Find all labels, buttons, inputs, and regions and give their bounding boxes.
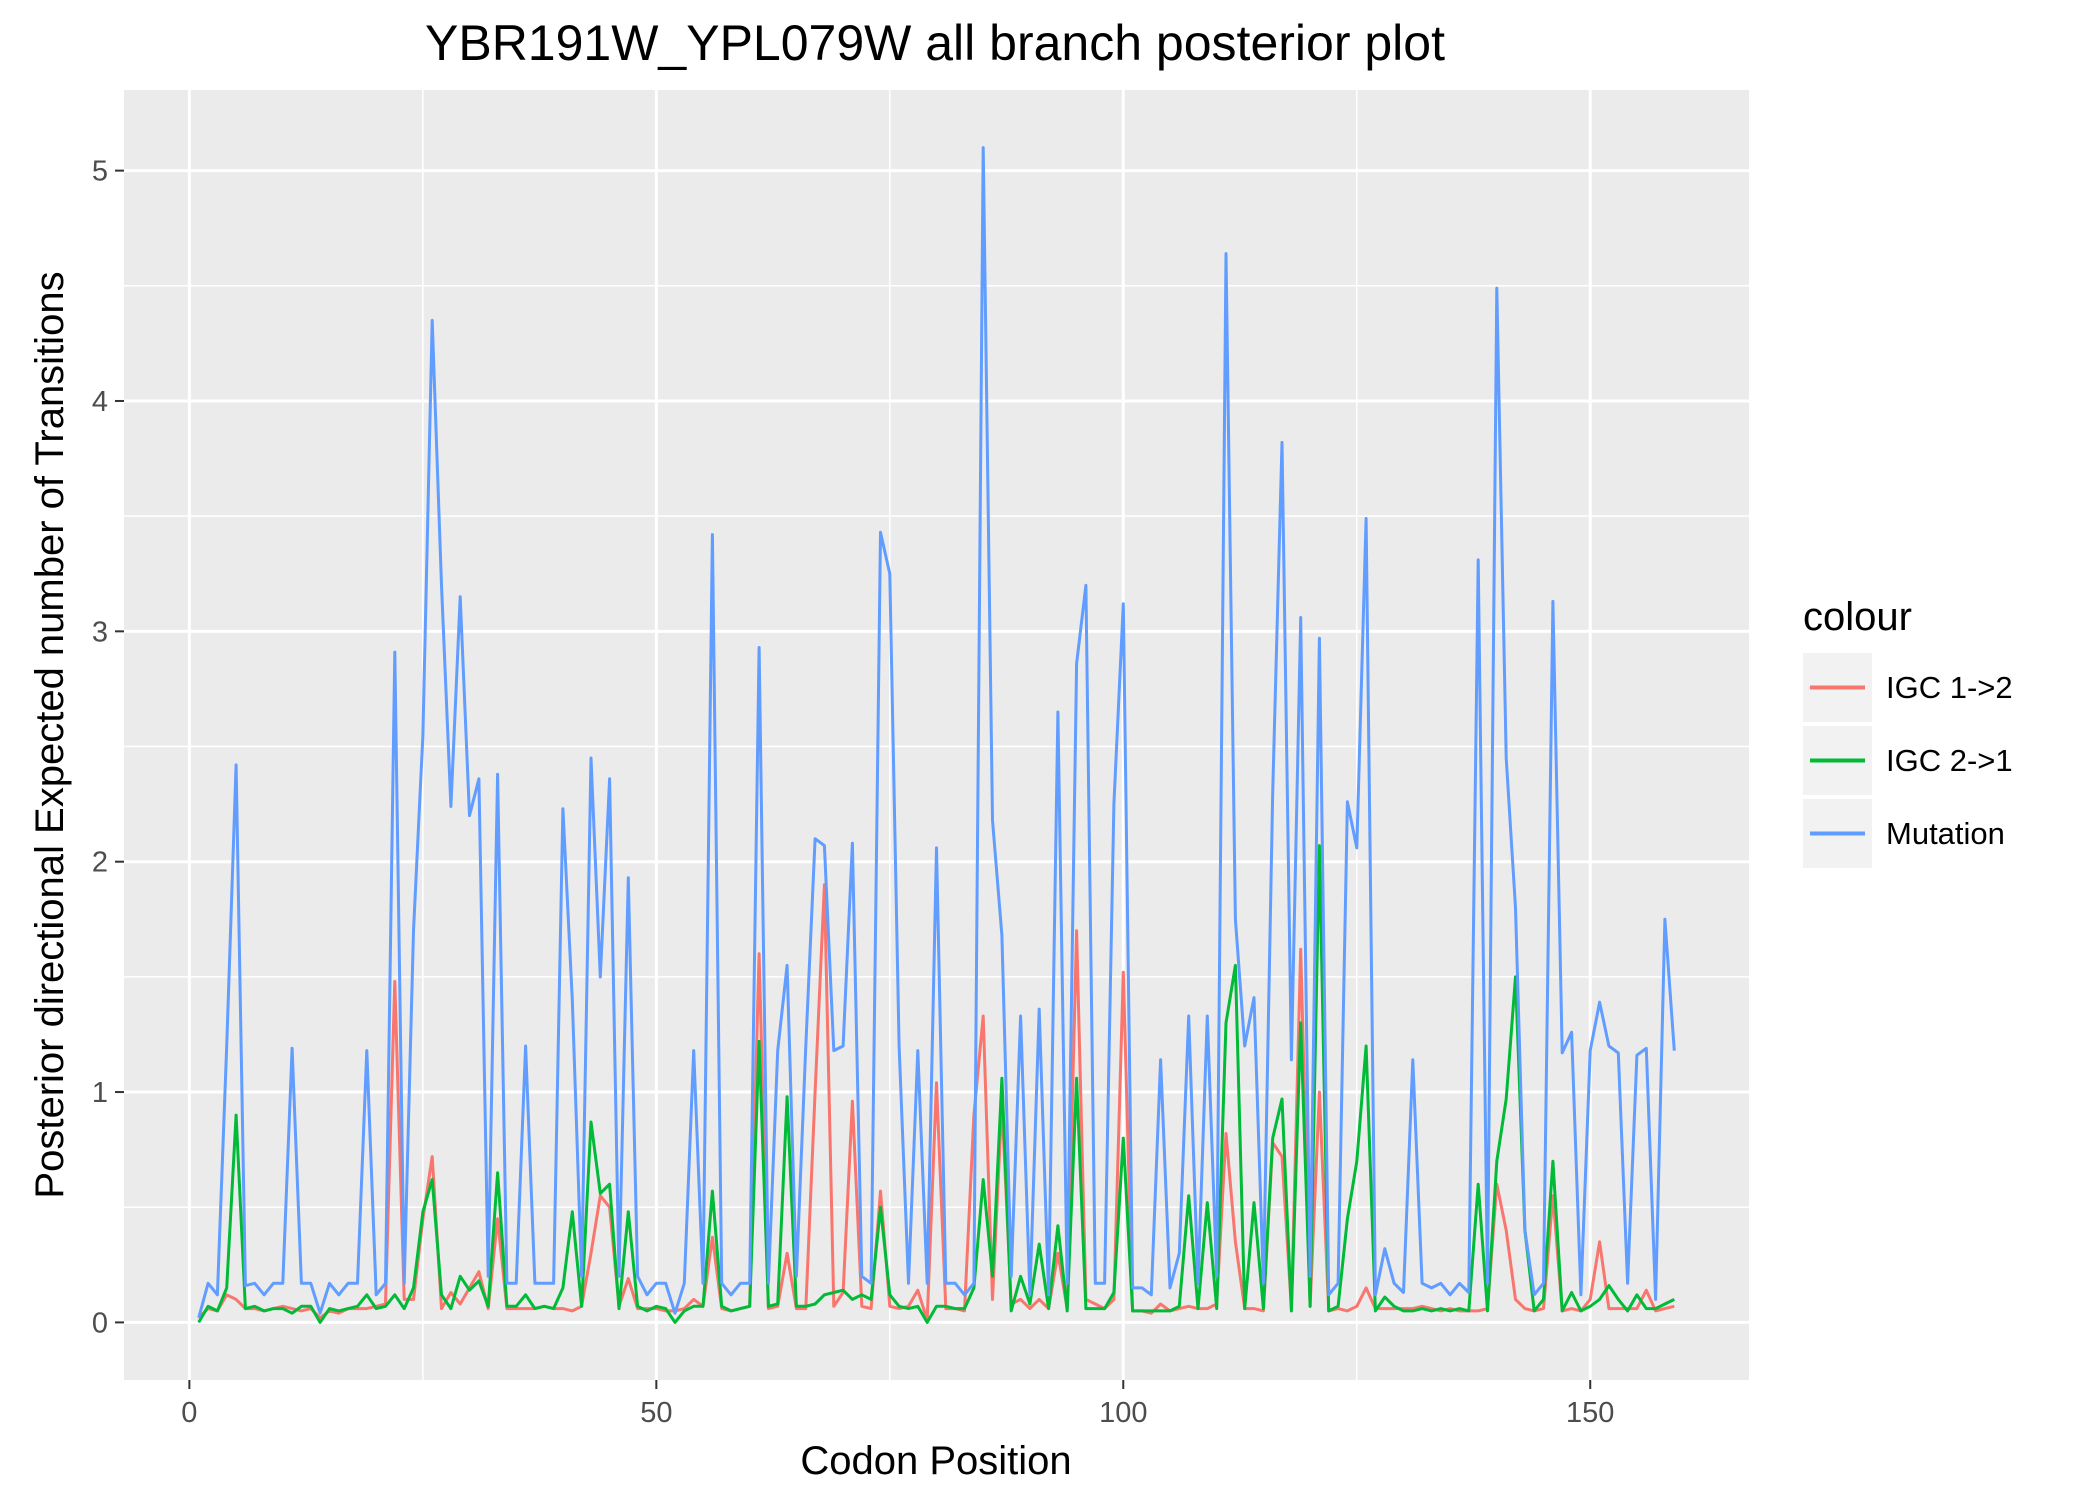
series-line-igc-2-1 <box>197 844 1675 1324</box>
y-axis-title: Posterior directional Expected number of… <box>28 271 72 1198</box>
x-tick-label: 0 <box>181 1397 197 1429</box>
legend-item: Mutation <box>1803 799 2005 868</box>
x-axis-title: Codon Position <box>800 1439 1071 1483</box>
x-tick-label: 150 <box>1566 1397 1614 1429</box>
y-axis-ticks: 0 1 2 3 4 5 <box>92 156 124 1339</box>
legend-item: IGC 2->1 <box>1803 726 2013 795</box>
legend-items: IGC 1->2 IGC 2->1 Mutation <box>1803 653 2013 868</box>
y-tick-label: 1 <box>92 1077 108 1109</box>
x-tick-label: 100 <box>1099 1397 1147 1429</box>
legend-title: colour <box>1803 595 1912 639</box>
x-tick-label: 50 <box>640 1397 672 1429</box>
y-tick-label: 0 <box>92 1307 108 1339</box>
series-line-mutation <box>197 146 1676 1319</box>
x-axis-ticks: 0 50 100 150 <box>181 1380 1614 1429</box>
legend-label: IGC 1->2 <box>1886 670 2013 705</box>
y-tick-label: 4 <box>92 386 108 418</box>
legend-label: Mutation <box>1886 816 2005 851</box>
chart-title: YBR191W_YPL079W all branch posterior plo… <box>425 15 1445 71</box>
y-tick-label: 5 <box>92 156 108 188</box>
minor-gridlines <box>124 90 1749 1380</box>
legend: colour IGC 1->2 IGC 2->1 Mutation <box>1803 595 2013 868</box>
series-lines <box>197 146 1676 1324</box>
legend-item: IGC 1->2 <box>1803 653 2013 722</box>
legend-label: IGC 2->1 <box>1886 743 2013 778</box>
series-line-igc-1-2 <box>197 883 1675 1322</box>
y-tick-label: 3 <box>92 616 108 648</box>
y-tick-label: 2 <box>92 847 108 879</box>
